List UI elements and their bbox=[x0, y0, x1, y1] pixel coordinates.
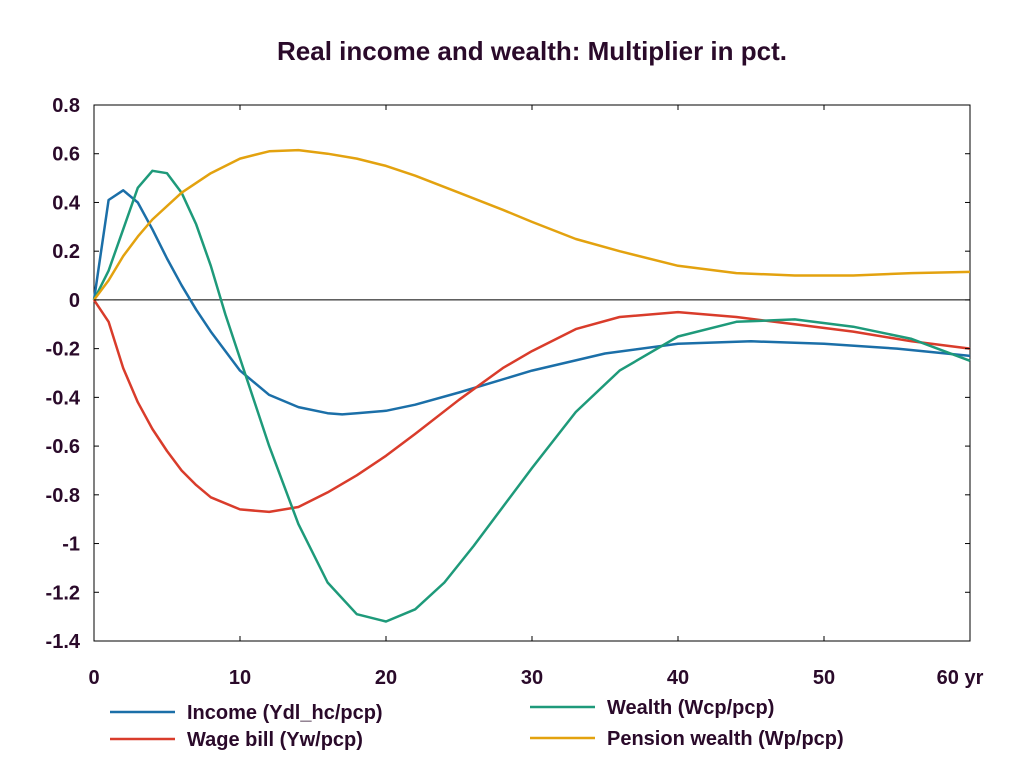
y-tick-label: 0 bbox=[69, 290, 80, 312]
y-tick-label: -1 bbox=[62, 534, 80, 556]
y-tick-label: -1.2 bbox=[46, 582, 80, 604]
y-tick-label: -0.2 bbox=[46, 339, 80, 361]
plot-area bbox=[93, 104, 971, 642]
y-tick-label: 0.4 bbox=[52, 192, 81, 214]
legend: Income (Ydl_hc/pcp) Wage bill (Yw/pcp) Wea… bbox=[110, 697, 844, 751]
series-line-4 bbox=[92, 148, 971, 301]
series-line-2 bbox=[92, 299, 971, 514]
x-tick-label: 30 bbox=[521, 667, 543, 689]
x-tick-label: 50 bbox=[813, 667, 835, 689]
plot-frame bbox=[93, 104, 971, 642]
legend-label: Income (Ydl_hc/pcp) bbox=[187, 702, 383, 724]
series-line-3 bbox=[92, 169, 971, 623]
legend-label: Wealth (Wcp/pcp) bbox=[607, 697, 774, 719]
y-tick-label: -0.8 bbox=[46, 485, 80, 507]
legend-label: Pension wealth (Wp/pcp) bbox=[607, 728, 844, 750]
y-tick-label: -0.6 bbox=[46, 436, 80, 458]
x-tick-label: 0 bbox=[88, 667, 99, 689]
legend-label: Wage bill (Yw/pcp) bbox=[187, 729, 363, 751]
y-tick-label: 0.6 bbox=[52, 144, 80, 166]
axis-ticks: 0.8 0.6 0.4 0.2 0 -0.2 -0.4 -0.6 -0.8 -1 -1.2 -1.4 0… bbox=[46, 95, 984, 689]
y-tick-label: -0.4 bbox=[46, 387, 81, 409]
x-tick-label: 10 bbox=[229, 667, 251, 689]
y-tick-label: 0.8 bbox=[52, 95, 80, 117]
chart-title: Real income and wealth: Multiplier in pc… bbox=[277, 36, 787, 66]
x-tick-label: 20 bbox=[375, 667, 397, 689]
series-line-1 bbox=[92, 189, 971, 416]
x-tick-label: 60 yr bbox=[937, 667, 984, 689]
series-layer bbox=[92, 148, 971, 623]
y-tick-label: -1.4 bbox=[46, 631, 81, 653]
x-tick-label: 40 bbox=[667, 667, 689, 689]
y-tick-label: 0.2 bbox=[52, 241, 80, 263]
